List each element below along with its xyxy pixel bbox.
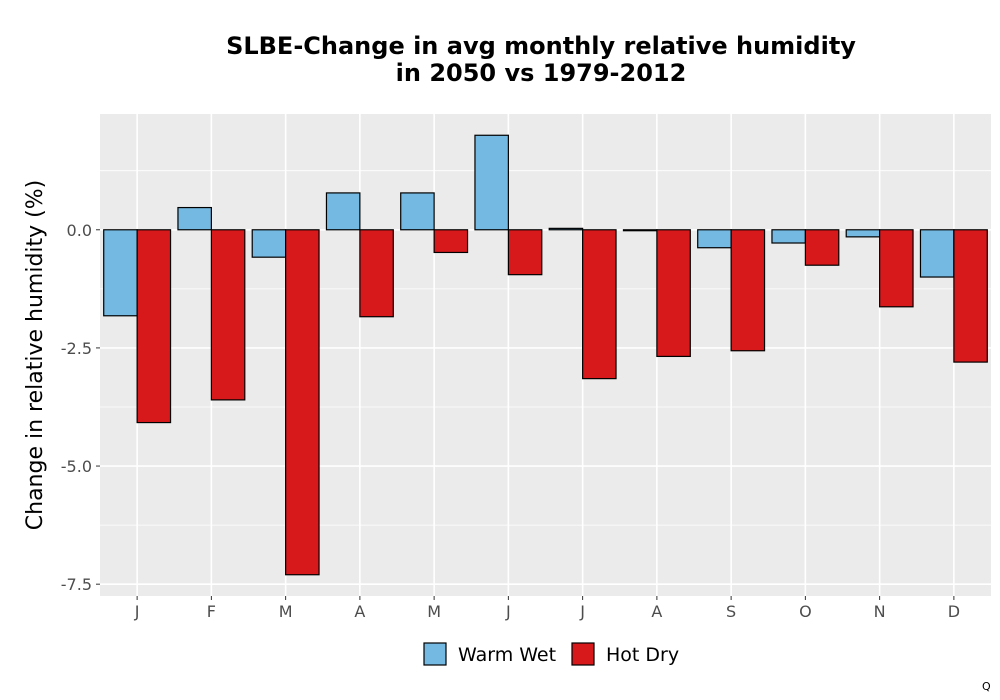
corner-mark: Q <box>982 680 991 693</box>
legend-label: Warm Wet <box>458 644 556 666</box>
bar-warm-wet <box>622 229 658 232</box>
bar-hot-dry <box>136 229 172 424</box>
y-tick-label: -7.5 <box>61 575 92 594</box>
x-tick-label: S <box>726 602 736 621</box>
y-axis-label: Change in relative humidity (%) <box>23 180 48 530</box>
bar-hot-dry <box>285 229 320 576</box>
legend: Warm Wet Hot Dry <box>423 642 679 666</box>
bar-hot-dry <box>433 229 469 254</box>
bar-hot-dry <box>507 229 543 276</box>
bar-hot-dry <box>953 229 988 363</box>
bar-hot-dry <box>804 229 840 266</box>
legend-swatch <box>571 642 595 666</box>
y-tick-label: -5.0 <box>61 457 92 476</box>
chart-title-line-2: in 2050 vs 1979-2012 <box>396 59 687 87</box>
bar-warm-wet <box>845 229 881 238</box>
x-tick-label: D <box>948 602 960 621</box>
x-tick-label: A <box>354 602 365 621</box>
x-tick-label: F <box>207 602 216 621</box>
bar-hot-dry <box>730 229 766 352</box>
y-tick-label: 0.0 <box>67 221 92 240</box>
bar-hot-dry <box>210 229 246 401</box>
bar-warm-wet <box>771 229 806 244</box>
minor-gridlines <box>100 170 991 526</box>
bar-warm-wet <box>251 229 287 258</box>
bar-warm-wet <box>697 229 732 249</box>
legend-label: Hot Dry <box>606 644 679 666</box>
x-tick-label: N <box>874 602 886 621</box>
x-tick-label: J <box>134 602 140 621</box>
bar-warm-wet <box>919 229 955 278</box>
x-tick-label: M <box>279 602 293 621</box>
bar-warm-wet <box>103 229 138 317</box>
bar-warm-wet <box>177 206 212 231</box>
x-tick-label: M <box>427 602 441 621</box>
y-axis: 0.0 -2.5 -5.0 -7.5 <box>61 221 100 594</box>
chart-title-line-1: SLBE-Change in avg monthly relative humi… <box>226 32 856 60</box>
bar-warm-wet <box>400 192 435 231</box>
bar-hot-dry <box>359 229 394 318</box>
x-tick-label: O <box>799 602 812 621</box>
bar-hot-dry <box>879 229 914 308</box>
bar-hot-dry <box>656 229 691 358</box>
plot-panel <box>100 114 991 596</box>
legend-swatch <box>423 642 447 666</box>
x-tick-label: A <box>651 602 662 621</box>
bar-warm-wet <box>548 227 584 231</box>
x-tick-label: J <box>505 602 511 621</box>
bar-warm-wet <box>474 134 509 231</box>
bars <box>103 134 988 576</box>
bar-warm-wet <box>325 192 361 231</box>
x-tick-label: J <box>579 602 585 621</box>
y-tick-label: -2.5 <box>61 339 92 358</box>
bar-hot-dry <box>582 229 617 380</box>
